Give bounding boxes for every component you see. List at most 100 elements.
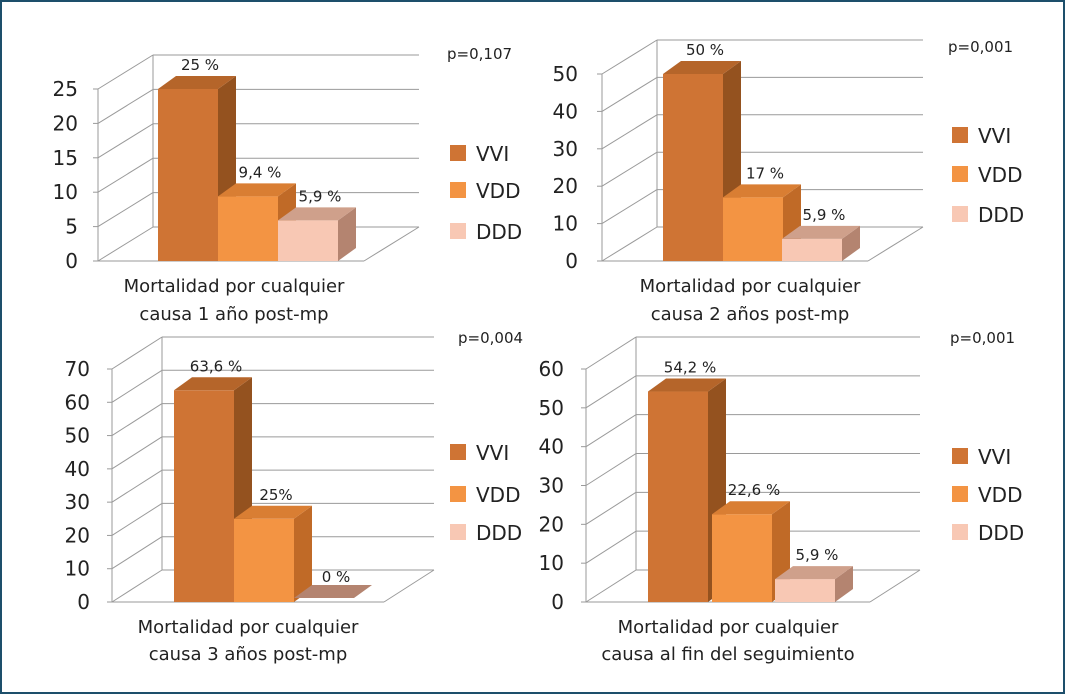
data-label-vdd: 22,6 % xyxy=(728,481,780,499)
legend-swatch-vvi xyxy=(450,444,466,460)
x-axis-label-line: Mortalidad por cualquier xyxy=(124,276,345,297)
grid-diagonal xyxy=(601,39,658,75)
x-axis-label-line: causa 1 año post-mp xyxy=(139,304,328,325)
bar-front-face xyxy=(723,197,783,261)
legend-swatch-ddd xyxy=(952,206,968,222)
bar-top-face xyxy=(294,585,372,598)
data-label-vdd: 17 % xyxy=(746,164,784,182)
legend-swatch-vdd xyxy=(450,182,466,198)
legend-label-vdd: VDD xyxy=(476,483,520,507)
x-axis-label-line: Mortalidad por cualquier xyxy=(138,617,359,638)
data-label-vvi: 63,6 % xyxy=(190,357,242,375)
x-axis-label-line: Mortalidad por cualquier xyxy=(640,276,861,297)
bar-front-face xyxy=(234,518,294,602)
data-label-vvi: 54,2 % xyxy=(664,359,716,377)
bar-front-face xyxy=(775,579,835,602)
y-tick-label: 10 xyxy=(53,180,78,204)
y-tick-label: 10 xyxy=(65,557,90,581)
floor-side-edge xyxy=(869,569,921,603)
grid-diagonal xyxy=(111,403,163,436)
y-tick-label: 0 xyxy=(65,249,78,273)
y-tick-label: 40 xyxy=(539,435,564,459)
y-tick-label: 30 xyxy=(539,474,564,498)
legend-label-vdd: VDD xyxy=(476,179,520,203)
grid-diagonal xyxy=(601,226,658,262)
legend-label-vdd: VDD xyxy=(978,483,1022,507)
grid-diagonal xyxy=(585,375,637,409)
legend-swatch-vdd xyxy=(952,486,968,502)
y-tick-label: 40 xyxy=(65,457,90,481)
y-tick-label: 0 xyxy=(565,249,578,273)
y-tick-label: 30 xyxy=(553,137,578,161)
y-tick-label: 60 xyxy=(65,390,90,414)
floor-side-edge xyxy=(363,226,420,262)
grid-diagonal xyxy=(97,192,154,228)
y-tick-label: 50 xyxy=(65,424,90,448)
grid-diagonal xyxy=(601,189,658,225)
legend-swatch-vdd xyxy=(450,486,466,502)
y-tick-label: 20 xyxy=(53,111,78,135)
bar-front-face xyxy=(218,196,278,261)
y-tick-label: 20 xyxy=(65,523,90,547)
bar-front-face xyxy=(712,514,772,602)
y-tick-label: 10 xyxy=(553,212,578,236)
bar-top-face xyxy=(712,501,790,515)
grid-diagonal xyxy=(601,114,658,150)
grid-diagonal xyxy=(111,436,163,470)
legend-label-ddd: DDD xyxy=(476,521,522,545)
bar-top-face xyxy=(234,505,312,519)
y-tick-label: 60 xyxy=(539,357,564,381)
grid-diagonal xyxy=(97,123,154,159)
bar-side-face xyxy=(842,225,860,261)
bar-front-face xyxy=(278,220,338,261)
grid-diagonal xyxy=(97,88,154,124)
y-tick-label: 5 xyxy=(65,215,78,239)
legend-swatch-vvi xyxy=(450,145,466,161)
legend-label-vdd: VDD xyxy=(978,163,1022,187)
bar-side-face xyxy=(835,566,853,602)
chart-panel-3: 0 10 20 30 40 50 60 70 63,6 % 25% 0 % p=0,004 VVI VDD… xyxy=(65,329,524,665)
grid-diagonal xyxy=(585,530,637,564)
data-label-vdd: 25% xyxy=(259,486,292,504)
y-tick-label: 50 xyxy=(553,62,578,86)
y-tick-label: 10 xyxy=(539,551,564,575)
grid-diagonal xyxy=(111,336,163,370)
bar-top-face xyxy=(174,377,252,391)
bar-vvi xyxy=(648,378,726,602)
p-value-label: p=0,107 xyxy=(447,45,512,63)
grid-diagonal xyxy=(585,491,637,525)
y-tick-label: 70 xyxy=(65,357,90,381)
bar-front-face xyxy=(174,390,234,602)
legend-label-ddd: DDD xyxy=(476,220,522,244)
bar-top-face xyxy=(663,61,741,74)
chart-panel-2: 0 10 20 30 40 50 50 % 17 % 5,9 % p=0,001 VVI VDD DDD… xyxy=(553,38,1025,325)
bar-front-face xyxy=(648,391,708,602)
bar-top-face xyxy=(218,183,296,197)
grid-diagonal xyxy=(585,414,637,448)
legend-label-vvi: VVI xyxy=(476,142,509,166)
legend-label-vvi: VVI xyxy=(978,445,1011,469)
bar-front-face xyxy=(158,89,218,261)
grid-diagonal xyxy=(111,503,163,536)
data-label-ddd: 5,9 % xyxy=(803,206,846,224)
grid-diagonal xyxy=(111,536,163,570)
bar-ddd xyxy=(294,585,372,598)
floor-side-edge xyxy=(867,226,924,262)
floor-side-edge xyxy=(383,569,435,603)
data-label-vvi: 25 % xyxy=(181,56,219,74)
x-axis-label-line: causa 3 años post-mp xyxy=(149,644,348,665)
y-tick-label: 30 xyxy=(65,490,90,514)
grid-diagonal xyxy=(601,151,658,187)
legend-swatch-vvi xyxy=(952,448,968,464)
legend-swatch-vdd xyxy=(952,166,968,182)
data-label-vvi: 50 % xyxy=(686,41,724,59)
grid-diagonal xyxy=(585,453,637,486)
grid-diagonal xyxy=(585,336,637,370)
y-tick-label: 25 xyxy=(53,77,78,101)
x-axis-label-line: causa 2 años post-mp xyxy=(651,304,850,325)
grid-diagonal xyxy=(601,76,658,112)
data-label-vdd: 9,4 % xyxy=(239,163,282,181)
p-value-label: p=0,001 xyxy=(948,38,1013,56)
